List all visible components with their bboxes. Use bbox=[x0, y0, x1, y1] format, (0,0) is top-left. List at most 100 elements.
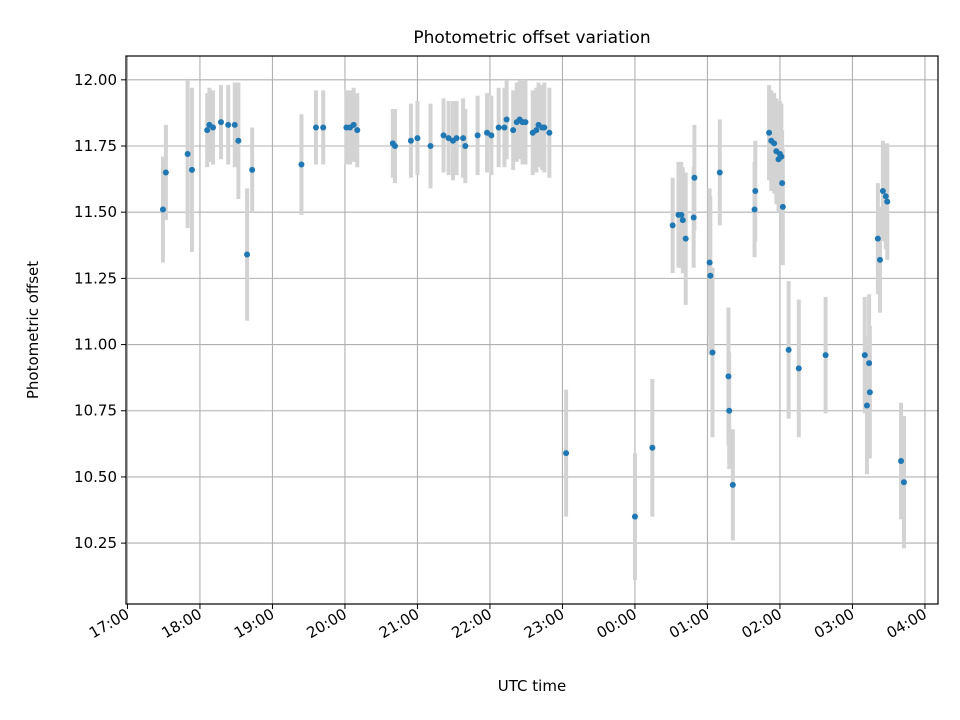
data-point bbox=[320, 124, 327, 131]
data-point bbox=[726, 407, 733, 414]
data-point bbox=[766, 129, 773, 136]
data-point bbox=[231, 121, 238, 128]
data-point bbox=[501, 124, 508, 131]
data-point bbox=[679, 217, 686, 224]
data-point bbox=[235, 137, 242, 144]
y-axis-ticks: 10.25 10.50 10.75 11.00 11.25 11.50 11.75 12.00 bbox=[74, 71, 126, 552]
data-point bbox=[900, 479, 907, 486]
data-point bbox=[898, 458, 905, 465]
y-tick-label: 11.75 bbox=[74, 137, 117, 155]
data-point bbox=[866, 360, 873, 367]
y-tick-label: 10.75 bbox=[74, 402, 117, 420]
x-axis-ticks: 17:00 18:00 19:00 20:00 21:00 22:00 23:00 00:00… bbox=[86, 604, 930, 642]
data-point bbox=[725, 373, 732, 380]
data-point bbox=[312, 124, 319, 131]
x-tick-label: 20:00 bbox=[304, 605, 350, 642]
data-point bbox=[488, 132, 495, 139]
data-point bbox=[474, 132, 481, 139]
data-point bbox=[709, 349, 716, 356]
data-point bbox=[225, 121, 232, 128]
data-point bbox=[503, 116, 510, 123]
data-point bbox=[631, 513, 638, 520]
data-point bbox=[861, 352, 868, 359]
data-point bbox=[563, 450, 570, 457]
data-point bbox=[752, 188, 759, 195]
data-point bbox=[162, 169, 169, 176]
data-point bbox=[779, 180, 786, 187]
data-point bbox=[391, 143, 398, 150]
y-axis-label: Photometric offset bbox=[24, 261, 42, 399]
data-point bbox=[874, 235, 881, 242]
x-tick-label: 01:00 bbox=[666, 605, 712, 642]
data-point bbox=[884, 198, 891, 205]
x-tick-label: 03:00 bbox=[811, 605, 857, 642]
data-point bbox=[785, 346, 792, 353]
error-bars bbox=[160, 79, 906, 581]
data-point bbox=[495, 124, 502, 131]
data-point bbox=[863, 402, 870, 409]
y-tick-label: 10.25 bbox=[74, 534, 117, 552]
x-tick-label: 17:00 bbox=[86, 605, 132, 642]
chart-title: Photometric offset variation bbox=[413, 28, 650, 48]
data-point bbox=[453, 135, 460, 142]
data-point bbox=[546, 129, 553, 136]
data-point bbox=[188, 166, 195, 173]
x-tick-label: 04:00 bbox=[884, 605, 930, 642]
x-tick-label: 22:00 bbox=[449, 605, 495, 642]
data-point bbox=[350, 121, 357, 128]
x-tick-label: 21:00 bbox=[376, 605, 422, 642]
data-point bbox=[706, 259, 713, 266]
data-point bbox=[159, 206, 166, 213]
data-points bbox=[159, 116, 907, 520]
data-point bbox=[778, 153, 785, 160]
data-point bbox=[882, 193, 889, 200]
data-point bbox=[249, 166, 256, 173]
data-point bbox=[541, 124, 548, 131]
data-point bbox=[414, 135, 421, 142]
data-point bbox=[460, 135, 467, 142]
data-point bbox=[427, 143, 434, 150]
data-point bbox=[707, 272, 714, 279]
data-point bbox=[879, 188, 886, 195]
data-point bbox=[533, 127, 540, 134]
y-tick-label: 11.50 bbox=[74, 203, 117, 221]
data-point bbox=[354, 127, 361, 134]
data-point bbox=[510, 127, 517, 134]
data-point bbox=[877, 256, 883, 263]
x-tick-label: 02:00 bbox=[739, 605, 785, 642]
data-point bbox=[244, 251, 251, 258]
y-tick-label: 10.50 bbox=[74, 468, 117, 486]
data-point bbox=[751, 206, 758, 213]
data-point bbox=[440, 132, 447, 139]
data-point bbox=[462, 143, 469, 150]
data-point bbox=[729, 481, 736, 488]
data-point bbox=[210, 124, 216, 131]
x-tick-label: 23:00 bbox=[521, 605, 567, 642]
data-point bbox=[682, 235, 689, 242]
data-point bbox=[779, 203, 786, 210]
x-axis-label: UTC time bbox=[498, 677, 566, 695]
data-point bbox=[716, 169, 723, 176]
data-point bbox=[217, 119, 224, 126]
x-tick-label: 18:00 bbox=[159, 605, 205, 642]
y-tick-label: 11.25 bbox=[74, 269, 117, 287]
data-point bbox=[866, 389, 873, 396]
data-point bbox=[204, 127, 211, 134]
x-tick-label: 19:00 bbox=[231, 605, 277, 642]
data-point bbox=[822, 352, 829, 359]
data-point bbox=[522, 119, 529, 126]
data-point bbox=[445, 135, 452, 142]
data-point bbox=[771, 140, 778, 147]
data-point bbox=[691, 174, 698, 181]
y-tick-label: 11.00 bbox=[74, 336, 117, 354]
data-point bbox=[484, 129, 491, 136]
plot-frame bbox=[125, 55, 939, 605]
data-point bbox=[669, 222, 676, 229]
data-point bbox=[690, 214, 697, 221]
y-tick-label: 12.00 bbox=[74, 71, 117, 89]
data-point bbox=[678, 211, 685, 218]
data-point bbox=[649, 444, 656, 451]
data-point bbox=[795, 365, 802, 372]
data-point bbox=[407, 137, 414, 144]
